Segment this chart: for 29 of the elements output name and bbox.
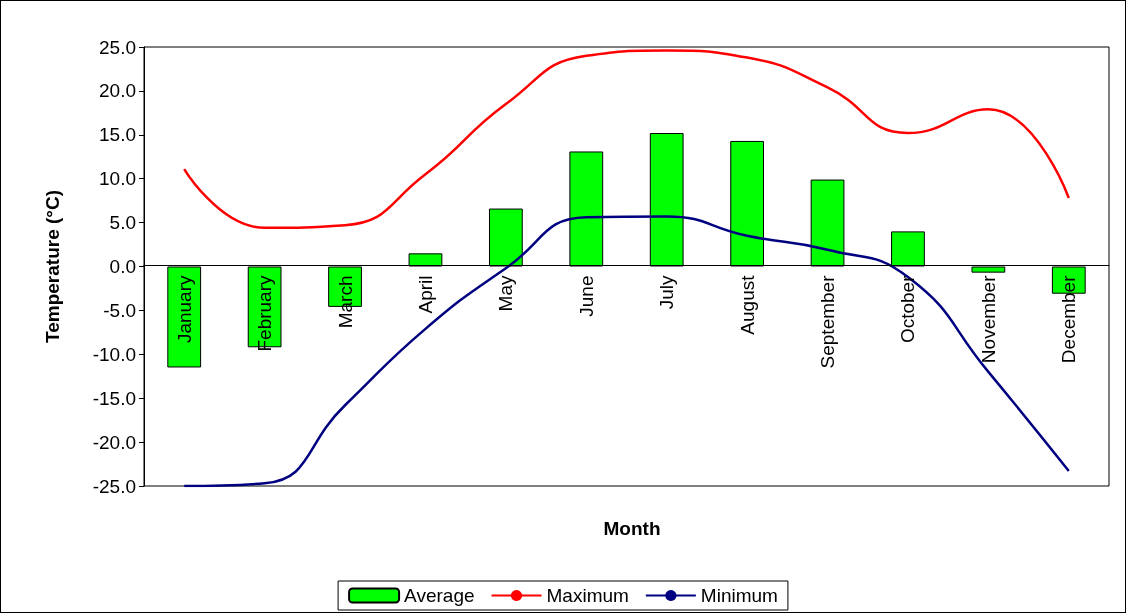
legend-label: Minimum — [700, 585, 778, 606]
legend-label: Average — [404, 585, 475, 606]
y-tick-label: -25.0 — [92, 475, 136, 497]
y-tick-label: 0.0 — [109, 256, 136, 277]
x-tick-label: August — [736, 274, 758, 335]
line-series — [182, 49, 1071, 230]
x-tick-label: March — [334, 275, 356, 329]
x-axis-title: Month — [603, 518, 661, 539]
y-tick-label: -15.0 — [92, 387, 136, 409]
y-tick-label: 10.0 — [99, 168, 136, 190]
y-tick-label: -5.0 — [103, 299, 136, 321]
x-tick-label: December — [1058, 274, 1080, 364]
x-tick-label: October — [897, 274, 919, 344]
x-tick-label: February — [254, 275, 276, 352]
x-tick-label: June — [575, 275, 597, 317]
y-tick-label: 15.0 — [99, 124, 136, 146]
x-tick-label: April — [414, 275, 436, 314]
x-tick-label: January — [173, 275, 195, 344]
legend-label: Maximum — [546, 585, 629, 606]
x-tick-label: September — [817, 274, 839, 369]
y-axis-title: Temperature (°C) — [42, 190, 63, 343]
y-tick-label: -10.0 — [92, 343, 136, 365]
x-tick-label: May — [495, 275, 517, 312]
x-tick-label: July — [656, 275, 678, 310]
y-tick-label: 20.0 — [99, 80, 136, 102]
x-tick-label: November — [977, 274, 999, 364]
y-tick-label: -20.0 — [92, 431, 136, 453]
y-tick-label: 25.0 — [99, 36, 136, 58]
y-tick-label: 5.0 — [109, 212, 136, 234]
